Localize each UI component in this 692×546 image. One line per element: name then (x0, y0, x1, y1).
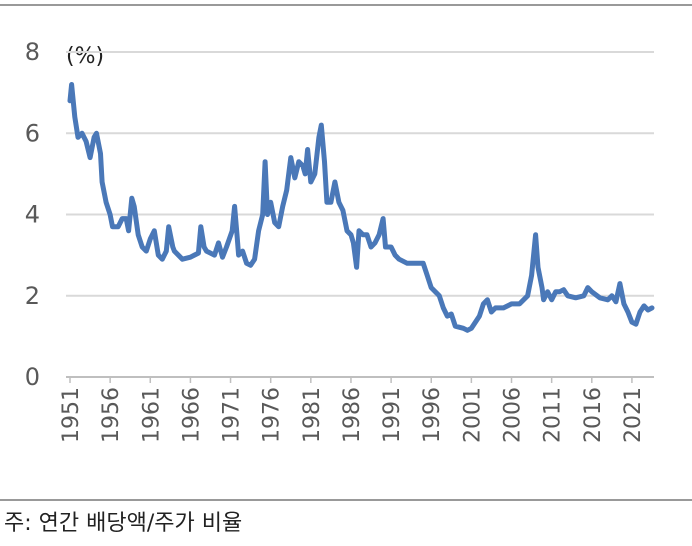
y-tick-label: 2 (25, 282, 40, 310)
x-tick-label: 1986 (340, 387, 365, 443)
x-tick-label: 1956 (99, 387, 124, 443)
y-tick-label: 4 (25, 201, 40, 229)
data-line (67, 82, 655, 333)
footnote: 주: 연간 배당액/주가 비율 (4, 511, 242, 536)
x-tick-label: 1991 (380, 387, 405, 443)
x-tick-label: 2006 (501, 387, 526, 443)
x-tick-label: 1996 (420, 387, 445, 443)
x-tick-label: 2011 (541, 387, 566, 443)
y-tick-label: 0 (25, 363, 40, 391)
x-tick-label: 2016 (581, 387, 606, 443)
unit-annotation: (%) (66, 44, 104, 69)
y-tick-label: 8 (25, 38, 40, 66)
x-tick-label: 1976 (260, 387, 285, 443)
x-tick-label: 1951 (59, 387, 84, 443)
x-tick-label: 1971 (220, 387, 245, 443)
x-tick-label: 1981 (300, 387, 325, 443)
x-tick-label: 2001 (460, 387, 485, 443)
y-tick-label: 6 (25, 119, 40, 147)
x-tick-label: 1961 (139, 387, 164, 443)
x-tick-label: 2021 (621, 387, 646, 443)
x-tick-label: 1966 (179, 387, 204, 443)
